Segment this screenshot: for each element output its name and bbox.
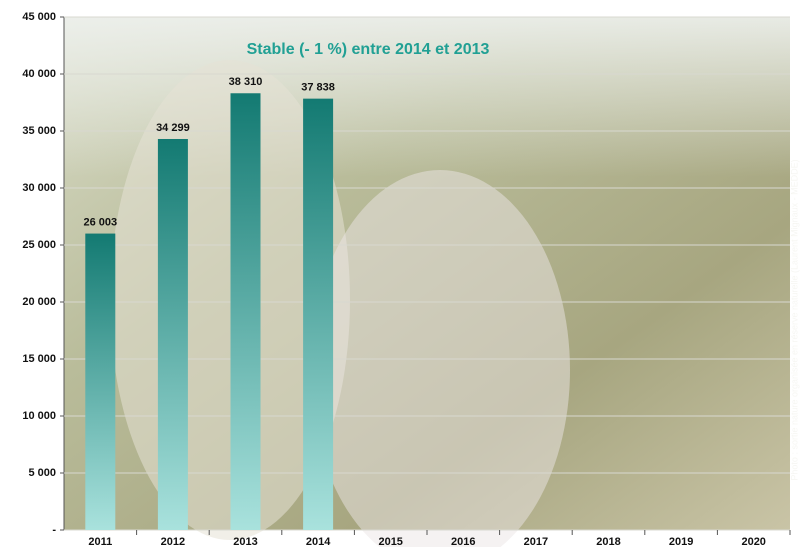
y-tick-label: 10 000 (22, 410, 56, 422)
bar (230, 93, 261, 531)
x-tick-label: 2016 (451, 536, 475, 547)
x-tick-label: 2017 (524, 536, 548, 547)
value-label: 34 299 (156, 122, 190, 134)
y-tick-label: 45 000 (22, 11, 56, 23)
y-tick-label: 35 000 (22, 125, 56, 137)
bar (157, 138, 188, 530)
x-tick-label: 2020 (741, 536, 765, 547)
y-tick-label: 15 000 (22, 353, 56, 365)
bar (303, 98, 334, 531)
x-tick-label: 2015 (378, 536, 402, 547)
photo-credit: Photo : sortie nature organisée en réser… (789, 159, 799, 480)
y-tick-label: 25 000 (22, 239, 56, 251)
value-label: 37 838 (301, 82, 335, 94)
x-tick-label: 2013 (233, 536, 257, 547)
bar (85, 233, 116, 530)
y-tick-label: 30 000 (22, 182, 56, 194)
y-tick-label: 40 000 (22, 68, 56, 80)
y-tick-label: - (52, 524, 56, 536)
x-tick-label: 2012 (161, 536, 185, 547)
x-tick-label: 2018 (596, 536, 620, 547)
x-tick-label: 2011 (88, 536, 112, 547)
x-tick-label: 2014 (306, 536, 331, 547)
value-label: 26 003 (83, 216, 117, 228)
annotation: Stable (- 1 %) entre 2014 et 2013 (247, 41, 490, 58)
x-tick-label: 2019 (669, 536, 693, 547)
y-tick-label: 20 000 (22, 296, 56, 308)
value-label: 38 310 (229, 76, 263, 88)
y-tick-label: 5 000 (28, 467, 56, 479)
